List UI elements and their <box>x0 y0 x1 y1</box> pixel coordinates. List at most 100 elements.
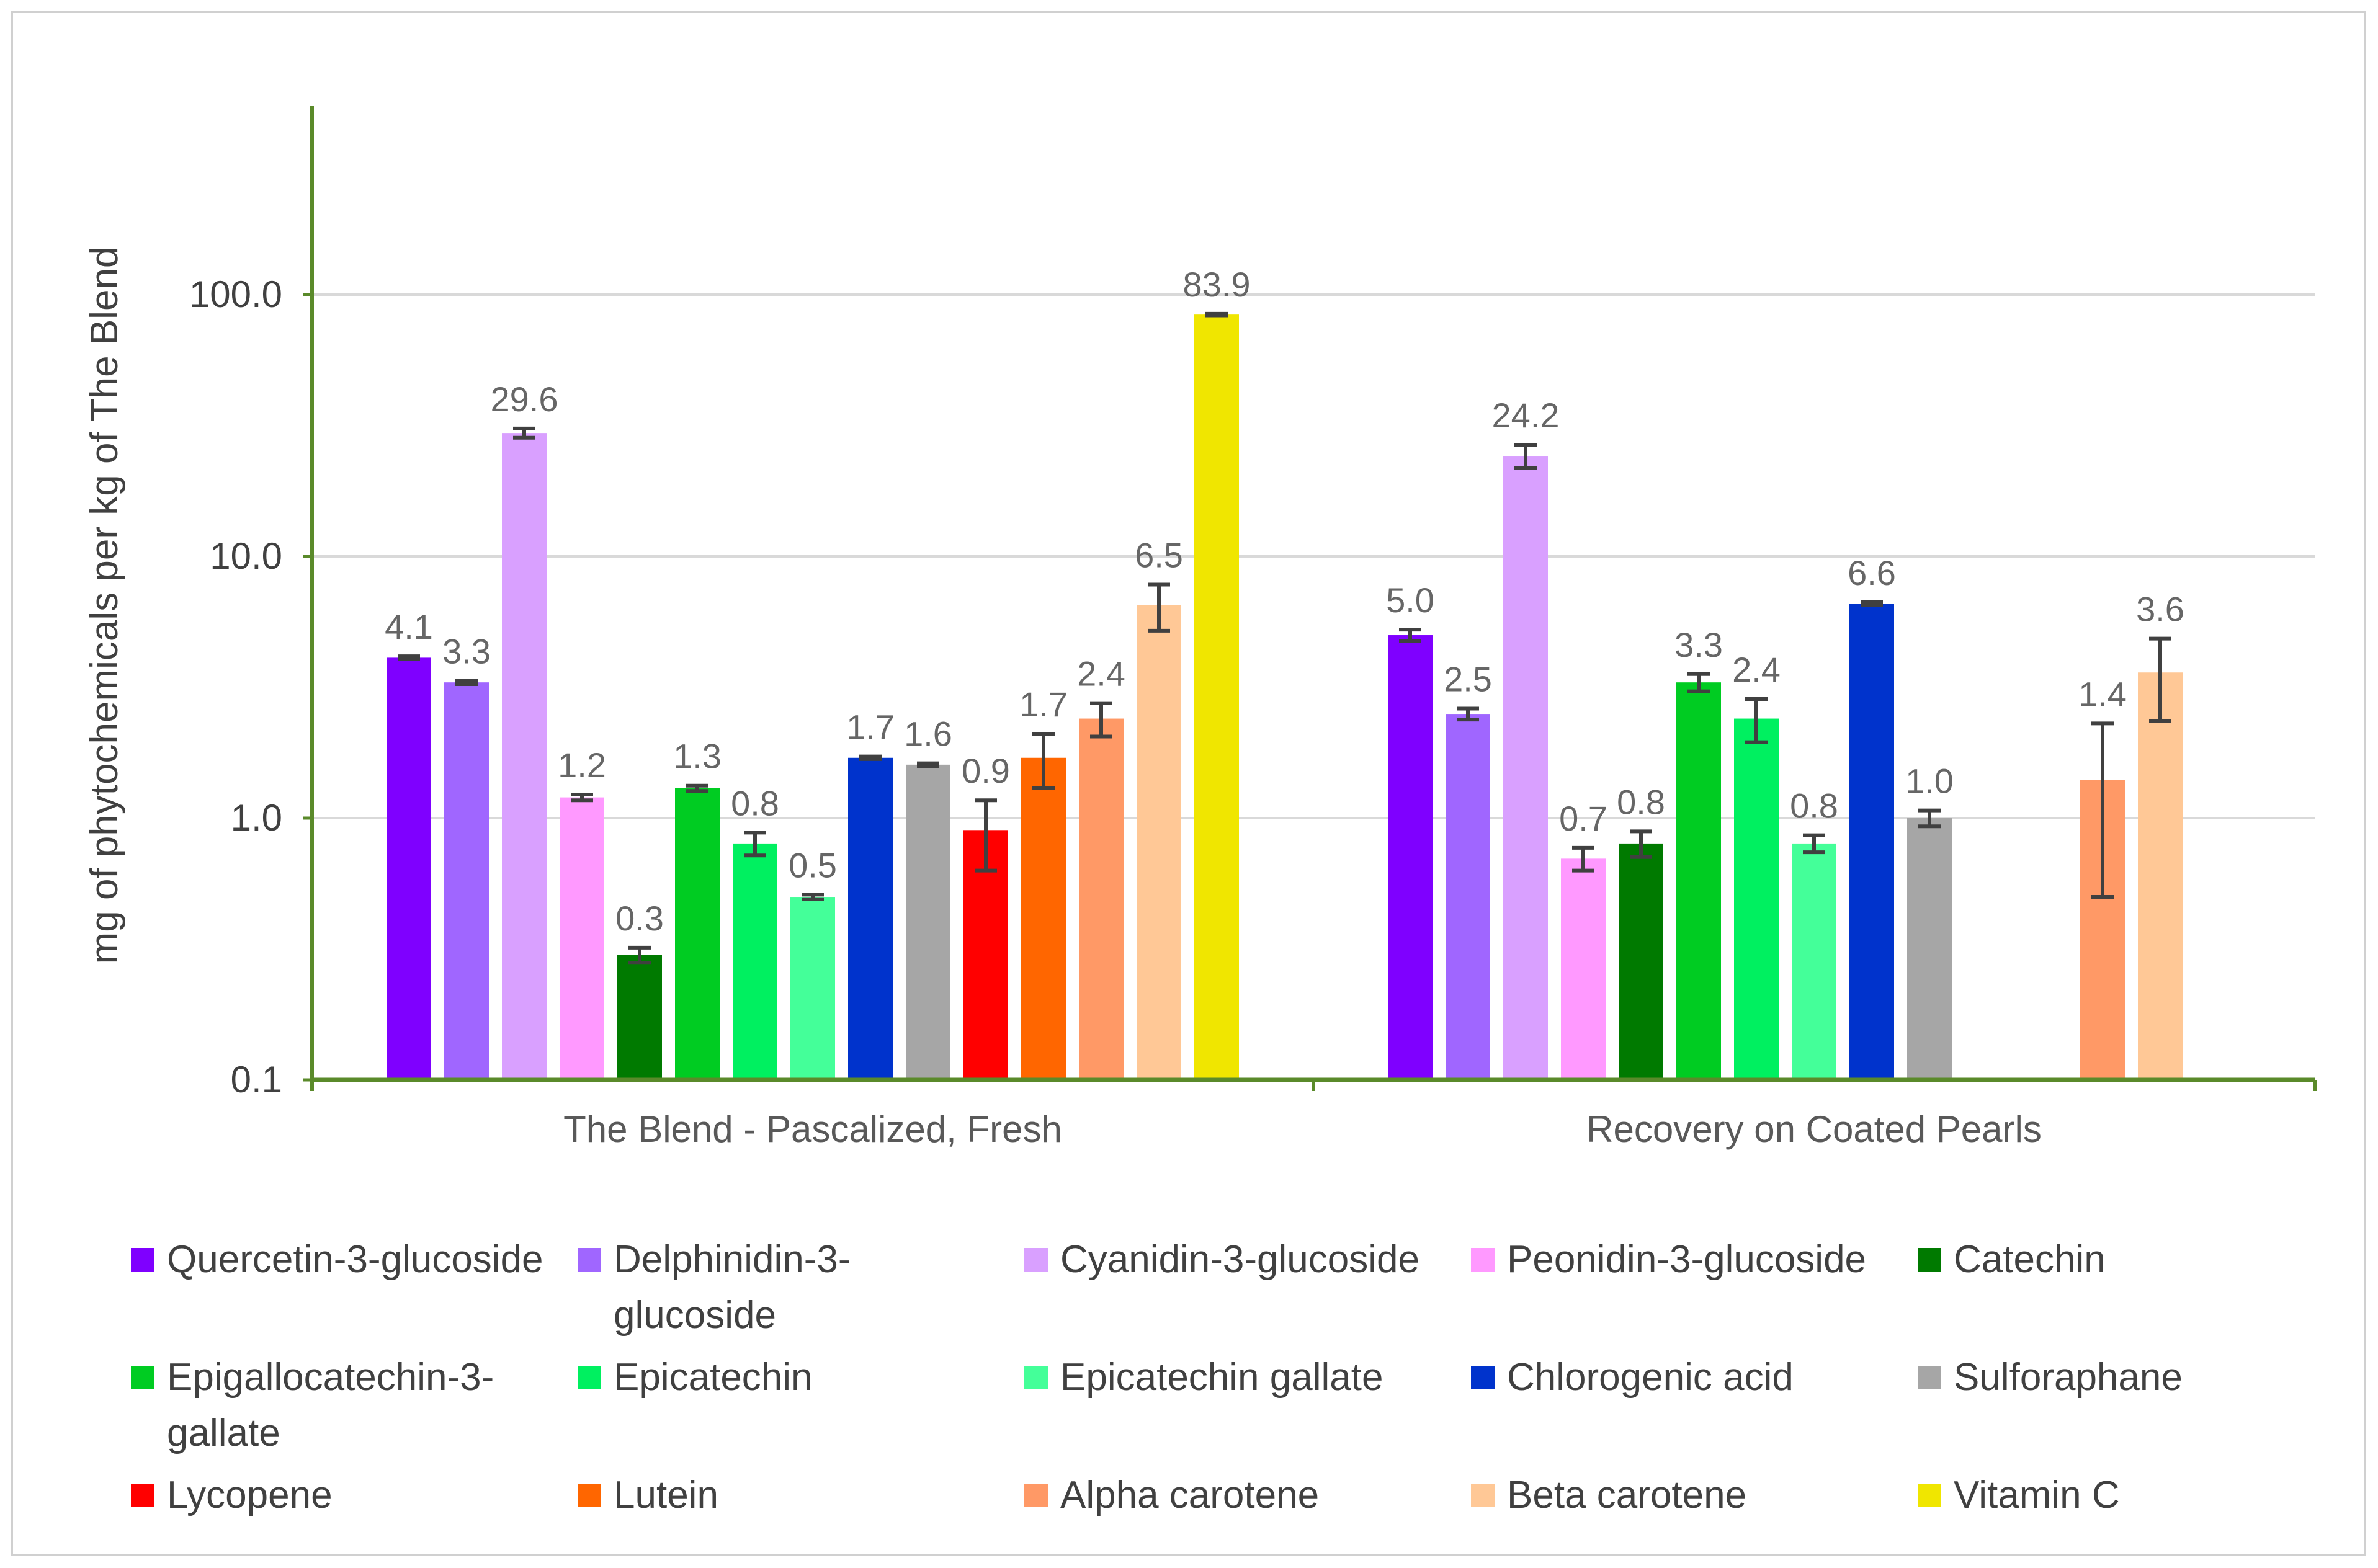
bar-epicatechin-gallate <box>790 897 835 1080</box>
legend-item: Peonidin-3-glucoside <box>1471 1232 1918 1343</box>
legend-item: Vitamin C <box>1918 1468 2364 1523</box>
legend-swatch <box>1918 1366 1941 1389</box>
legend-item: Catechin <box>1918 1232 2364 1343</box>
bar-beta-carotene <box>1137 605 1181 1080</box>
data-label: 1.0 <box>1905 762 1954 801</box>
data-label: 6.5 <box>1135 536 1183 575</box>
legend-item: Epigallocatechin-3-gallate <box>131 1350 578 1461</box>
chart-plot: 0.11.010.0100.04.13.329.61.20.31.30.80.5… <box>83 106 2317 1150</box>
legend-label: Epigallocatechin-3-gallate <box>167 1356 494 1454</box>
bar-peonidin-3-glucoside <box>1561 858 1606 1080</box>
data-label: 29.6 <box>491 380 558 419</box>
legend-label: Lycopene <box>167 1474 333 1517</box>
legend-swatch <box>1918 1484 1941 1507</box>
legend-label: Lutein <box>614 1474 718 1517</box>
legend-item: Chlorogenic acid <box>1471 1350 1918 1461</box>
bar-epigallocatechin-3-gallate <box>1676 682 1721 1080</box>
data-label: 0.3 <box>615 899 664 938</box>
data-label: 0.7 <box>1559 799 1607 838</box>
data-label: 0.5 <box>789 845 837 884</box>
bar-delphinidin-3-glucoside <box>1446 714 1490 1080</box>
legend-label: Delphinidin-3-glucoside <box>614 1238 851 1337</box>
data-label: 0.8 <box>1790 786 1838 826</box>
bar-epicatechin-gallate <box>1792 843 1836 1080</box>
legend-label: Cyanidin-3-glucoside <box>1060 1238 1419 1281</box>
bar-peonidin-3-glucoside <box>560 797 604 1080</box>
data-label: 0.8 <box>1617 782 1665 821</box>
bar-sulforaphane <box>906 764 950 1080</box>
data-label: 6.6 <box>1848 553 1896 592</box>
legend: Quercetin-3-glucoside Delphinidin-3-gluco… <box>131 1232 2364 1523</box>
legend-item: Beta carotene <box>1471 1468 1918 1523</box>
data-label: 0.8 <box>731 783 779 822</box>
legend-label: Beta carotene <box>1507 1474 1747 1517</box>
y-tick-label: 10.0 <box>210 535 282 577</box>
data-label: 3.6 <box>2136 590 2184 629</box>
legend-item: Lutein <box>578 1468 1024 1523</box>
legend-swatch <box>1471 1366 1495 1389</box>
legend-item: Quercetin-3-glucoside <box>131 1232 578 1343</box>
bar-quercetin-3-glucoside <box>1388 635 1433 1080</box>
data-label: 1.7 <box>846 708 895 747</box>
y-tick-label: 1.0 <box>231 797 282 839</box>
legend-label: Epicatechin <box>614 1356 813 1399</box>
legend-item: Sulforaphane <box>1918 1350 2364 1461</box>
legend-item: Alpha carotene <box>1024 1468 1471 1523</box>
data-label: 3.3 <box>1674 625 1723 664</box>
gridlines <box>312 293 2315 819</box>
data-label: 3.3 <box>442 631 491 670</box>
bar-catechin <box>617 955 662 1080</box>
bar-delphinidin-3-glucoside <box>444 682 489 1080</box>
y-tick-label: 0.1 <box>231 1059 282 1100</box>
bar-catechin <box>1619 843 1663 1080</box>
legend-swatch <box>131 1484 154 1507</box>
bar-chlorogenic-acid <box>1849 604 1894 1080</box>
data-label: 83.9 <box>1183 265 1251 304</box>
y-axis-title: mg of phytochemicals per kg of The Blend <box>83 247 126 964</box>
legend-label: Chlorogenic acid <box>1507 1356 1794 1399</box>
legend-label: Peonidin-3-glucoside <box>1507 1238 1867 1281</box>
axes <box>303 106 2317 1091</box>
data-label: 0.9 <box>962 751 1010 790</box>
legend-swatch <box>1918 1248 1941 1272</box>
legend-label: Catechin <box>1954 1238 2106 1281</box>
data-label: 2.4 <box>1732 650 1781 689</box>
data-label: 4.1 <box>385 607 433 646</box>
bar-cyanidin-3-glucoside <box>1503 456 1548 1080</box>
chart-frame: 0.1 1.0 10.0 100.0 4.1 3.3 29.6 1.2 0.3 1.3 0.8 0.5… <box>11 11 2366 1556</box>
legend-swatch <box>1024 1484 1048 1507</box>
y-tick-label: 100.0 <box>189 274 282 315</box>
data-label: 5.0 <box>1386 581 1434 620</box>
bar-sulforaphane <box>1907 818 1952 1080</box>
legend-item: Epicatechin <box>578 1350 1024 1461</box>
bars <box>387 311 2183 1080</box>
legend-swatch <box>1471 1484 1495 1507</box>
legend-swatch <box>578 1484 601 1507</box>
bar-chlorogenic-acid <box>848 757 893 1080</box>
bar-vitamin-c <box>1194 314 1239 1080</box>
bar-beta-carotene <box>2138 672 2183 1080</box>
labels: 0.11.010.0100.04.13.329.61.20.31.30.80.5… <box>189 265 2184 1150</box>
bar-quercetin-3-glucoside <box>387 657 431 1080</box>
data-label: 1.3 <box>673 737 722 776</box>
bar-alpha-carotene <box>1079 718 1124 1080</box>
legend-item: Lycopene <box>131 1468 578 1523</box>
category-label: The Blend - Pascalized, Fresh <box>563 1108 1062 1150</box>
data-label: 1.4 <box>2078 674 2127 713</box>
legend-swatch <box>578 1248 601 1272</box>
bar-epigallocatechin-3-gallate <box>675 788 720 1080</box>
bar-epicatechin <box>1734 718 1779 1080</box>
legend-label: Sulforaphane <box>1954 1356 2183 1399</box>
bar-epicatechin <box>733 843 777 1080</box>
legend-item: Cyanidin-3-glucoside <box>1024 1232 1471 1343</box>
legend-label: Vitamin C <box>1954 1474 2120 1517</box>
legend-item: Delphinidin-3-glucoside <box>578 1232 1024 1343</box>
legend-swatch <box>578 1366 601 1389</box>
legend-label: Alpha carotene <box>1060 1474 1320 1517</box>
data-label: 1.6 <box>904 715 952 754</box>
legend-swatch <box>1024 1248 1048 1272</box>
category-label: Recovery on Coated Pearls <box>1586 1108 2042 1150</box>
legend-label: Quercetin-3-glucoside <box>167 1238 543 1281</box>
data-label: 2.5 <box>1444 659 1492 698</box>
data-label: 2.4 <box>1077 654 1125 693</box>
